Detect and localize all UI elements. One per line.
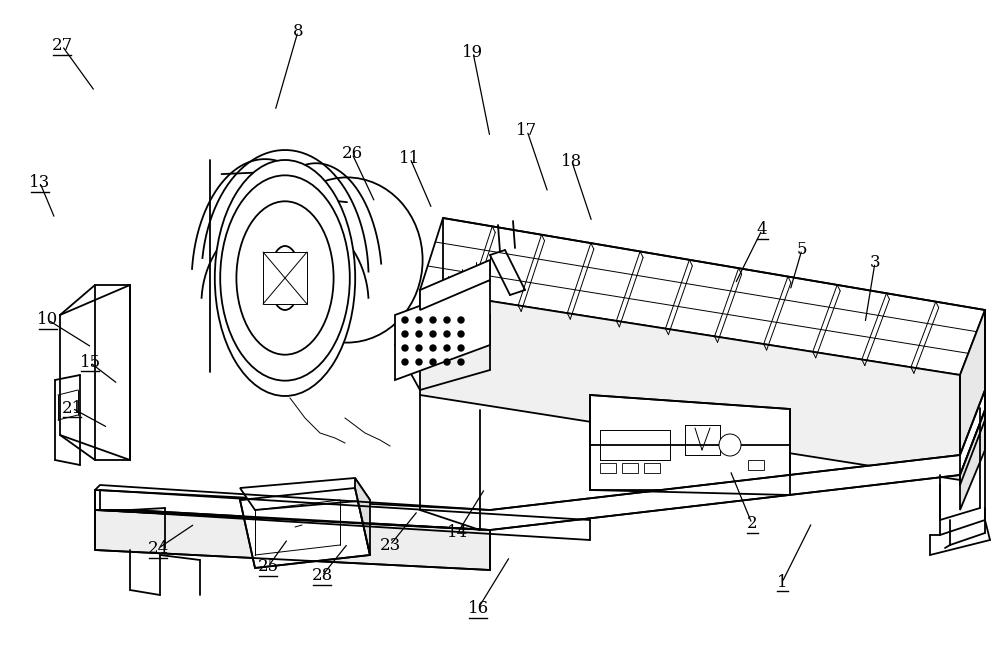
Polygon shape	[420, 218, 985, 375]
Bar	[748, 460, 764, 470]
Bar	[622, 463, 638, 473]
Text: 28: 28	[311, 567, 333, 584]
Ellipse shape	[215, 160, 355, 396]
Bar	[600, 463, 616, 473]
Text: 5: 5	[797, 241, 807, 258]
Ellipse shape	[270, 246, 300, 310]
Text: 13: 13	[29, 174, 51, 191]
Circle shape	[430, 359, 436, 365]
Polygon shape	[420, 260, 490, 310]
Polygon shape	[960, 310, 985, 480]
Text: 24: 24	[147, 540, 169, 557]
Ellipse shape	[719, 434, 741, 456]
Circle shape	[402, 317, 408, 323]
Text: 11: 11	[399, 150, 421, 167]
Circle shape	[402, 331, 408, 337]
Circle shape	[416, 331, 422, 337]
Text: 19: 19	[462, 44, 484, 61]
Text: 17: 17	[516, 122, 538, 139]
Circle shape	[416, 317, 422, 323]
Circle shape	[458, 345, 464, 351]
Circle shape	[444, 317, 450, 323]
Polygon shape	[240, 478, 370, 510]
Text: 2: 2	[747, 515, 757, 532]
Ellipse shape	[271, 178, 423, 343]
Polygon shape	[95, 390, 985, 530]
Polygon shape	[590, 395, 790, 459]
Circle shape	[430, 331, 436, 337]
Circle shape	[402, 359, 408, 365]
Polygon shape	[590, 445, 790, 490]
Polygon shape	[420, 290, 960, 480]
Polygon shape	[960, 410, 985, 510]
Text: 26: 26	[341, 145, 363, 162]
Circle shape	[444, 345, 450, 351]
Text: 3: 3	[870, 254, 880, 271]
Ellipse shape	[220, 176, 350, 381]
Text: 14: 14	[447, 524, 469, 541]
Circle shape	[416, 359, 422, 365]
Polygon shape	[240, 488, 370, 568]
Circle shape	[430, 345, 436, 351]
Circle shape	[458, 359, 464, 365]
Text: 27: 27	[51, 37, 73, 54]
Text: 8: 8	[293, 23, 303, 40]
Text: 16: 16	[467, 600, 489, 617]
Circle shape	[430, 317, 436, 323]
Ellipse shape	[236, 201, 334, 355]
Text: 15: 15	[79, 354, 101, 371]
Circle shape	[458, 331, 464, 337]
Circle shape	[458, 317, 464, 323]
Circle shape	[444, 331, 450, 337]
Text: 25: 25	[257, 558, 279, 575]
Polygon shape	[355, 478, 370, 555]
Bar	[644, 463, 660, 473]
Text: 23: 23	[379, 537, 401, 554]
Polygon shape	[263, 252, 307, 304]
Circle shape	[416, 345, 422, 351]
Circle shape	[402, 345, 408, 351]
Text: 10: 10	[37, 311, 59, 328]
Text: 21: 21	[61, 400, 83, 417]
Polygon shape	[395, 280, 490, 380]
Text: 18: 18	[561, 153, 583, 170]
Polygon shape	[95, 510, 490, 570]
Text: 1: 1	[777, 574, 787, 591]
Text: 4: 4	[757, 221, 767, 238]
Circle shape	[444, 359, 450, 365]
